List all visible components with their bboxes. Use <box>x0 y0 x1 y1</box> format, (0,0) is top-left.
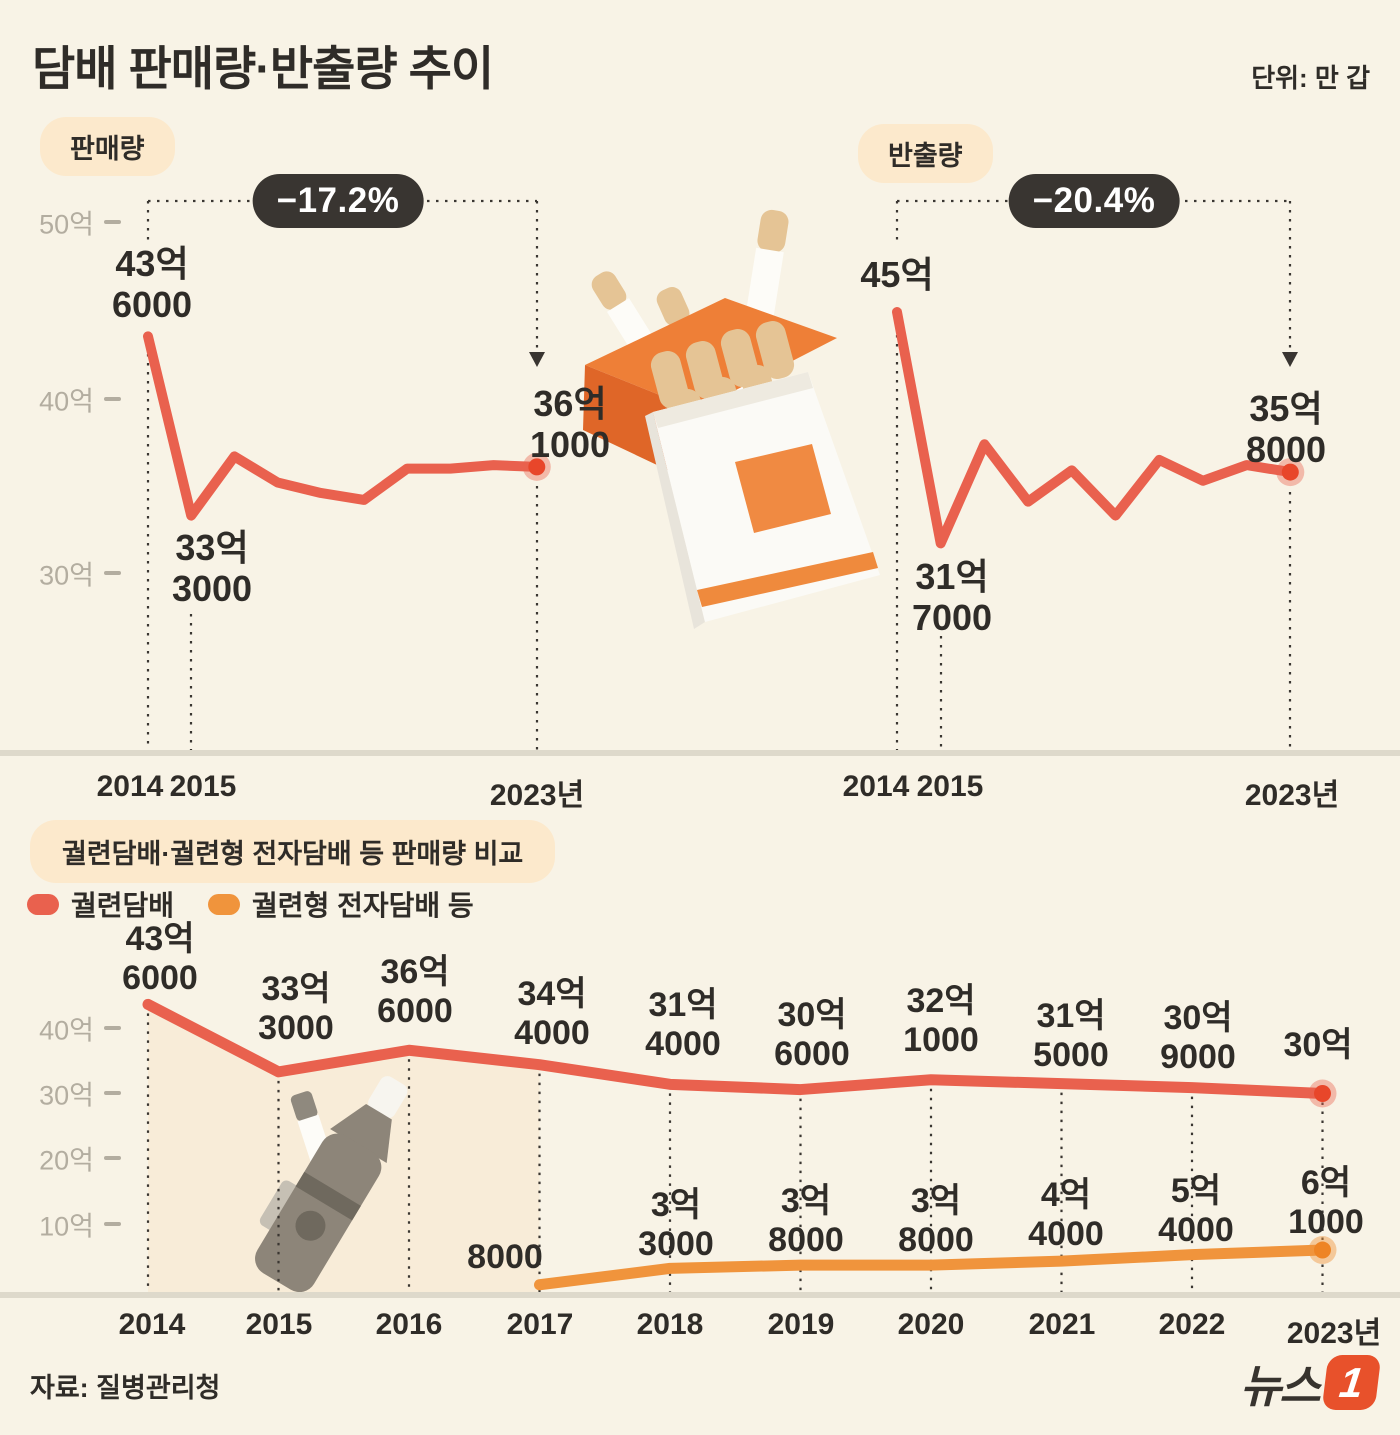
legend-label: 궐련형 전자담배 등 <box>252 890 474 921</box>
comparison-xlabel-2021: 2021 <box>1028 1308 1096 1341</box>
comparison-end-dot <box>1314 1085 1331 1102</box>
shipment-xlabel-2015: 2015 <box>916 770 984 803</box>
shipment-xlabel-2023: 2023년 <box>1244 779 1340 812</box>
sales-xlabel-2023: 2023년 <box>489 779 585 812</box>
pack-logo-square <box>735 444 831 533</box>
shipment-end-value: 35억 8000 <box>1245 388 1327 471</box>
comparison-ytick <box>104 1156 121 1160</box>
comparison-ylabel-30: 30억 <box>39 1080 94 1111</box>
legend-item-cigarette: 궐련담배 <box>27 884 174 924</box>
pack-stripe <box>697 552 878 607</box>
shipment-xlabel-2014: 2014 <box>842 770 910 803</box>
pack-rim <box>653 372 813 428</box>
red-value-2021: 31억 5000 <box>1033 997 1109 1074</box>
news1-logo: 뉴스 1 <box>1240 1350 1382 1415</box>
vape-device-icon <box>255 1076 408 1293</box>
page-title: 담배 판매량·반출량 추이 <box>32 42 494 95</box>
orange-value-2022: 5억 4000 <box>1158 1172 1234 1249</box>
comparison-end-dot <box>1314 1241 1331 1259</box>
red-value-2022: 30억 9000 <box>1160 999 1236 1076</box>
comparison-ylabel-20: 20억 <box>39 1145 94 1176</box>
comparison-xlabel-2015: 2015 <box>245 1308 313 1341</box>
orange-value-2020: 3억 8000 <box>898 1182 974 1259</box>
comparison-xlabel-2022: 2022 <box>1158 1308 1226 1341</box>
comparison-xlabel-2023: 2023년 <box>1286 1317 1382 1350</box>
source-label: 자료: 질병관리청 <box>30 1373 221 1403</box>
comparison-badge: 궐련담배·궐련형 전자담배 등 판매량 비교 <box>30 820 556 883</box>
bottom-axis-line <box>0 1292 1400 1298</box>
comparison-legend: 궐련담배 궐련형 전자담배 등 <box>27 884 474 924</box>
legend-item-ecigarette: 궐련형 전자담배 등 <box>208 884 474 924</box>
top-axis-line <box>0 750 1400 756</box>
comparison-xlabel-2018: 2018 <box>636 1308 704 1341</box>
sales-ytick <box>104 220 121 224</box>
cigarette-pack-illustration <box>583 209 880 629</box>
legend-label: 궐련담배 <box>71 890 175 921</box>
shipment-start-value: 45억 <box>860 254 934 295</box>
comparison-ytick <box>104 1026 121 1030</box>
orange-value-2023: 6억 1000 <box>1288 1164 1364 1241</box>
sales-end-value: 36억 1000 <box>529 383 611 466</box>
sales-line-판매량 <box>143 331 542 521</box>
orange-value-2017: 8000 <box>467 1238 543 1276</box>
red-value-2016: 36억 6000 <box>377 953 453 1030</box>
sales-ylabel-30: 30억 <box>39 560 94 591</box>
legend-swatch-red <box>27 893 59 915</box>
comparison-ylabel-40: 40억 <box>39 1015 94 1046</box>
comparison-ytick <box>104 1091 121 1095</box>
red-value-2020: 32억 1000 <box>903 982 979 1059</box>
sales-xlabel-2014: 2014 <box>96 770 164 803</box>
red-value-2019: 30억 6000 <box>774 996 850 1073</box>
sales-arrow-down-icon <box>529 352 545 367</box>
sales-ytick <box>104 571 121 575</box>
sales-start-value: 43억 6000 <box>111 243 193 326</box>
shipment-arrow-down-icon <box>1282 352 1298 367</box>
sales-ylabel-40: 40억 <box>39 386 94 417</box>
sales-ytick <box>104 397 121 401</box>
news1-logo-text: 뉴스 <box>1240 1361 1321 1412</box>
orange-value-2019: 3억 8000 <box>768 1182 844 1259</box>
sales-end-dot <box>528 458 546 476</box>
comparison-ylabel-10: 10억 <box>39 1211 94 1242</box>
orange-value-2018: 3억 3000 <box>638 1186 714 1263</box>
sales-change-badge: −17.2% <box>252 174 424 228</box>
comparison-xlabel-2014: 2014 <box>118 1308 186 1341</box>
comparison-xlabel-2019: 2019 <box>767 1308 835 1341</box>
comparison-line-궐련담배 <box>142 998 1328 1099</box>
shipment-end-dot <box>1281 463 1299 481</box>
sales-low-value: 33억 3000 <box>171 527 253 610</box>
red-value-2023: 30억 <box>1283 1026 1353 1064</box>
unit-label: 단위: 만 갑 <box>1251 63 1370 93</box>
comparison-ytick <box>104 1222 121 1226</box>
pack-side <box>645 412 705 629</box>
red-value-2018: 31억 4000 <box>645 986 721 1063</box>
red-value-2017: 34억 4000 <box>514 975 590 1052</box>
shipment-badge: 반출량 <box>858 124 993 183</box>
orange-value-2021: 4억 4000 <box>1028 1176 1104 1253</box>
comparison-xlabel-2020: 2020 <box>897 1308 965 1341</box>
news1-logo-one: 1 <box>1336 1358 1366 1406</box>
shipment-change-badge: −20.4% <box>1008 174 1180 228</box>
shipment-line-반출량 <box>892 307 1296 549</box>
red-value-2014: 43억 6000 <box>122 920 198 997</box>
sales-badge: 판매량 <box>40 117 175 176</box>
sales-ylabel-50: 50억 <box>39 209 94 240</box>
e-cigarette-illustration <box>255 1076 408 1293</box>
comparison-xlabel-2016: 2016 <box>375 1308 443 1341</box>
legend-swatch-orange <box>208 893 241 915</box>
news1-logo-box: 1 <box>1321 1355 1382 1410</box>
comparison-line-궐련형 전자담배 등 <box>534 1244 1328 1291</box>
red-value-2015: 33억 3000 <box>258 970 334 1047</box>
comparison-xlabel-2017: 2017 <box>506 1308 574 1341</box>
shipment-low-value: 31억 7000 <box>911 556 993 639</box>
sales-xlabel-2015: 2015 <box>169 770 237 803</box>
lines-layer <box>142 307 1337 1291</box>
